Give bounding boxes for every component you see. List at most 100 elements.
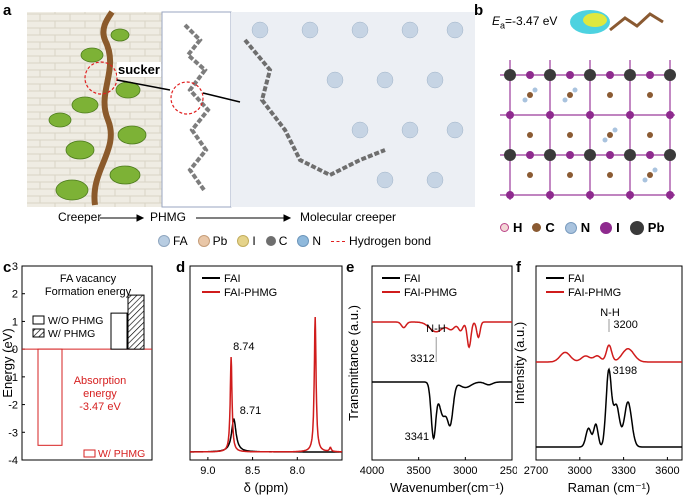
flow-arrows	[100, 214, 292, 222]
c-legend-icon	[265, 236, 276, 246]
y-tick-label: -3	[8, 427, 18, 439]
absorption-annotation: -3.47 eV	[79, 401, 121, 413]
legend-swatch	[32, 315, 45, 325]
panel-c-chart: -4 -3 -2 -1 0 1 2 3 Energy (eV) FA vacancyFormati…	[0, 262, 153, 467]
sucker-highlight	[84, 61, 118, 95]
legend-label: FAI	[404, 273, 421, 285]
x-tick-label: 9.0	[200, 465, 215, 477]
legend-pb: Pb	[212, 234, 228, 248]
panel-b-structure	[485, 10, 685, 208]
panel-a-illustration	[27, 10, 475, 222]
fa-spheres	[251, 21, 464, 189]
flow-creeper: Creeper	[58, 210, 102, 224]
legend-hydrogen-bond: Hydrogen bond	[349, 234, 432, 248]
y-tick-label: 1	[12, 316, 18, 328]
energy-subscript: a	[500, 20, 506, 31]
legend-label: FAI-PHMG	[224, 287, 277, 299]
sucker-arrows	[116, 79, 241, 103]
h-legend-icon	[500, 223, 509, 232]
nmr-line-fai	[190, 418, 342, 453]
legend-pb-atom: Pb	[647, 220, 665, 235]
x-tick-label: 3000	[453, 465, 477, 477]
panel-f-label: f	[516, 259, 521, 276]
n-legend-icon	[297, 235, 310, 247]
x-tick-label: 2700	[524, 465, 548, 477]
phmg-chain	[183, 23, 211, 192]
bar-absorption	[37, 348, 63, 446]
plot-frame	[535, 265, 683, 461]
legend-c-atom: C	[545, 220, 555, 235]
x-axis-label: Raman (cm⁻¹)	[568, 480, 651, 495]
phmg-panel	[161, 11, 232, 208]
legend-label: FAI-PHMG	[404, 287, 457, 299]
x-axis-label: Wavenumber(cm⁻¹)	[390, 480, 504, 495]
panel-c-label: c	[3, 259, 12, 276]
energy-value: =-3.47 eV	[505, 14, 558, 28]
plot-frame	[189, 265, 343, 461]
panel-f-chart: 2700 3000 3300 3600 Raman (cm⁻¹) Intensity (a…	[512, 265, 683, 495]
y-tick-label: -4	[8, 455, 18, 467]
i-atoms	[506, 71, 674, 199]
panel-d-label: d	[176, 259, 186, 276]
i-atom-legend-icon	[600, 221, 613, 234]
peak-annotation-871: 8.71	[240, 405, 261, 417]
y-tick-label: 3	[12, 262, 18, 273]
panel-b-label: b	[474, 2, 484, 19]
energy-symbol: E	[492, 14, 501, 28]
peak-annotation-3312: 3312	[410, 353, 434, 365]
x-axis-label: δ (ppm)	[244, 480, 289, 495]
legend-label-absorption: W/ PHMG	[98, 448, 145, 460]
y-axis-label: Transmittance (a.u.)	[346, 305, 361, 421]
vine-leaves	[48, 28, 147, 201]
legend-swatch-absorption	[83, 449, 96, 458]
c-atom-legend-icon	[532, 223, 542, 232]
panel-a-legend: FA Pb I C N Hydrogen bond	[158, 234, 431, 248]
panel-a-label: a	[3, 2, 12, 19]
phmg-highlight	[170, 81, 204, 115]
panel-d-chart: 9.0 8.5 8.0δ (ppm) FAI FAI-PHMG 8.74 8.71	[189, 265, 343, 495]
y-tick-label: -1	[8, 372, 18, 384]
plot-frame	[21, 265, 153, 461]
x-tick-label: 3300	[611, 465, 635, 477]
nmr-line-fai-phmg	[190, 316, 342, 453]
legend-label: FAI	[568, 273, 585, 285]
legend-i-atom: I	[616, 220, 620, 235]
fa-n-atoms	[522, 87, 658, 183]
raman-line-fai	[536, 367, 682, 448]
peak-annotation-874: 8.74	[233, 341, 254, 353]
x-tick-label: 8.5	[245, 465, 260, 477]
chart-title-line1: FA vacancy	[60, 273, 117, 285]
x-tick-label: 4000	[360, 465, 384, 477]
legend-label: FAI	[224, 273, 241, 285]
legend-label: FAI-PHMG	[568, 287, 621, 299]
legend-label: W/O PHMG	[48, 315, 103, 327]
y-axis-label: Intensity (a.u.)	[512, 322, 527, 404]
legend-c: C	[278, 234, 288, 248]
flow-molecular-creeper: Molecular creeper	[300, 210, 397, 224]
fa-c-atoms	[527, 92, 653, 178]
legend-label: W/ PHMG	[48, 328, 95, 340]
vine-stem	[91, 10, 115, 206]
pb-atoms	[504, 69, 676, 161]
x-tick-label: 2500	[500, 465, 517, 477]
y-tick-label: -2	[8, 400, 18, 412]
nh-annotation: N-H	[600, 307, 620, 319]
y-tick-label: 0	[12, 344, 18, 356]
nh-annotation: N-H	[426, 323, 446, 335]
absorption-annotation: energy	[83, 388, 117, 400]
molecular-creeper-chain	[243, 38, 386, 178]
sucker-label: sucker	[117, 62, 161, 77]
peak-annotation-3198: 3198	[613, 365, 637, 377]
legend-h: H	[513, 220, 523, 235]
panel-b-legend: H C N I Pb	[500, 220, 664, 235]
y-tick-label: 2	[12, 289, 18, 301]
legend-swatch	[32, 328, 45, 338]
fa-legend-icon	[158, 235, 170, 247]
adsorption-energy-label: Ea=-3.47 eV	[492, 14, 557, 30]
n-atom-legend-icon	[564, 221, 577, 234]
x-tick-label: 8.0	[290, 465, 305, 477]
x-tick-label: 3600	[655, 465, 679, 477]
legend-n-atom: N	[580, 220, 591, 235]
peak-annotation-3200: 3200	[613, 319, 637, 331]
absorption-annotation: Absorption	[74, 375, 127, 387]
